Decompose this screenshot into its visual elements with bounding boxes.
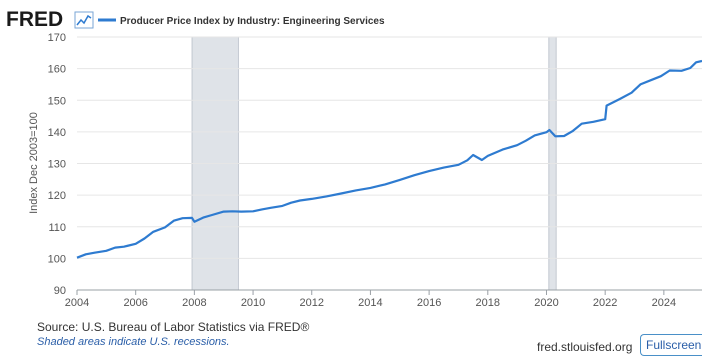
fullscreen-button[interactable]: Fullscreen ⛶: [640, 334, 702, 356]
y-tick-label: 160: [48, 64, 66, 76]
grid-lines: [77, 36, 702, 291]
x-tick-label: 2008: [182, 297, 206, 309]
y-tick-label: 140: [48, 127, 66, 139]
fullscreen-label: Fullscreen: [646, 338, 702, 352]
x-tick-label: 2006: [123, 297, 147, 309]
y-tick-label: 170: [48, 32, 66, 44]
x-tick-label: 2004: [65, 297, 89, 309]
fred-logo[interactable]: FRED: [6, 8, 63, 31]
x-tick-labels: 2004 2006 2008 2010 2012 2014 2016 2018 2020 2022…: [65, 290, 676, 309]
chart-header: FRED Producer Price Index by Industry: E…: [6, 8, 385, 31]
legend-label: Producer Price Index by Industry: Engine…: [120, 16, 385, 27]
y-tick-label: 150: [48, 95, 66, 107]
y-tick-label: 90: [54, 285, 66, 297]
source-line: Source: U.S. Bureau of Labor Statistics …: [37, 320, 309, 334]
series-line: [76, 59, 702, 259]
y-tick-label: 130: [48, 159, 66, 171]
site-url: fred.stlouisfed.org: [537, 340, 633, 354]
x-tick-label: 2024: [652, 297, 676, 309]
x-tick-label: 2014: [358, 297, 382, 309]
y-tick-label: 110: [48, 222, 66, 234]
x-tick-label: 2018: [476, 297, 500, 309]
y-tick-label: 100: [48, 253, 66, 265]
source-text: U.S. Bureau of Labor Statistics via FRED…: [81, 320, 310, 334]
y-tick-labels: 90 100 110 120 130 140 150 160 170: [48, 32, 66, 297]
recession-note[interactable]: Shaded areas indicate U.S. recessions.: [37, 336, 230, 348]
x-tick-label: 2012: [299, 297, 323, 309]
x-tick-label: 2016: [417, 297, 441, 309]
y-tick-label: 120: [48, 190, 66, 202]
x-tick-label: 2010: [241, 297, 265, 309]
x-tick-label: 2020: [534, 297, 558, 309]
line-chart-icon: [74, 11, 94, 29]
y-axis-label: Index Dec 2003=100: [28, 112, 40, 214]
source-prefix: Source:: [37, 320, 82, 334]
x-tick-label: 2022: [593, 297, 617, 309]
